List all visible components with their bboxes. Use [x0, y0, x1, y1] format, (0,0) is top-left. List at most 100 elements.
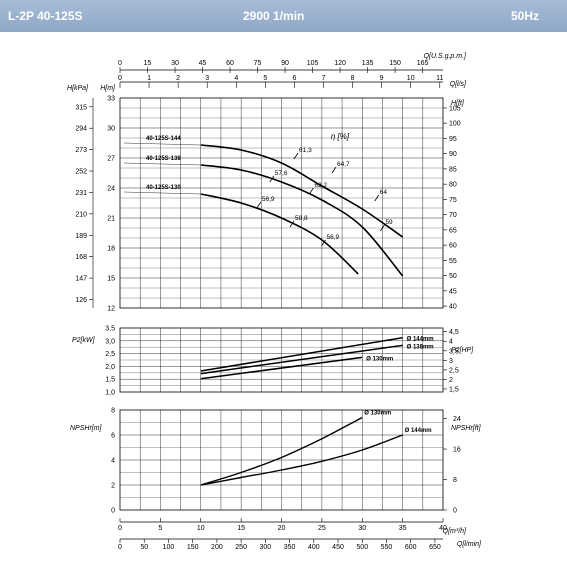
bottom-axis-lmin-label: Q[l/min]: [457, 541, 482, 548]
head-y-tick-label: 15: [107, 276, 115, 283]
power-curve-label: Ø 144mm: [407, 337, 434, 343]
top-axis-gpm-tick-label: 105: [307, 60, 319, 67]
mains-frequency: 50Hz: [511, 9, 540, 23]
power-hp-tick-label: 4: [449, 339, 453, 346]
power-y-label: P2[kW]: [72, 337, 96, 344]
head-kpa-tick-label: 231: [75, 190, 87, 197]
npsh-y-tick-label: 4: [111, 458, 115, 465]
npsh-curve-label: Ø 144mm: [405, 428, 432, 434]
power-hp-tick-label: 3,5: [449, 348, 459, 355]
power-y-tick-label: 2,0: [105, 364, 115, 371]
top-axis-gpm-tick-label: 60: [226, 60, 234, 67]
bottom-axis-lmin-tick-label: 450: [332, 544, 344, 551]
head-curve-40-125S-130: [200, 193, 359, 275]
bottom-axis-lmin-tick-label: 650: [429, 544, 441, 551]
head-ft-tick-label: 60: [449, 243, 457, 250]
npsh-y-tick-label: 6: [111, 433, 115, 440]
efficiency-mark: [380, 224, 385, 232]
head-ft-tick-label: 80: [449, 182, 457, 189]
top-axis-ls-tick-label: 7: [322, 75, 326, 82]
top-axis-gpm-tick-label: 90: [281, 60, 289, 67]
top-axis-ls-tick-label: 11: [436, 75, 443, 82]
bottom-axis-m3h-tick-label: 10: [197, 525, 205, 532]
head-kpa-tick-label: 210: [75, 211, 87, 218]
top-axis-gpm-tick-label: 15: [144, 60, 152, 67]
top-axis-gpm-tick-label: 75: [254, 60, 262, 67]
power-curve-Ø 144mm: [200, 336, 403, 372]
npsh-ft-tick-label: 24: [453, 416, 461, 423]
head-y-tick-label: 30: [107, 126, 115, 133]
head-ft-tick-label: 105: [449, 105, 461, 112]
power-hp-tick-label: 2,5: [449, 367, 459, 374]
head-curve-label: 40-125S-138: [146, 156, 181, 162]
efficiency-mark-label: 61,3: [299, 147, 312, 154]
bottom-axis-lmin-tick-label: 300: [260, 544, 272, 551]
head-ft-tick-label: 100: [449, 121, 461, 128]
efficiency-mark: [331, 166, 337, 174]
top-axis-gpm-tick-label: 165: [417, 60, 429, 67]
efficiency-mark: [256, 201, 262, 209]
bottom-axis-lmin-tick-label: 50: [140, 544, 148, 551]
power-y-tick-label: 3,0: [105, 338, 115, 345]
head-curve-40-125S-144: [200, 144, 404, 238]
pump-speed: 2900 1/min: [243, 9, 305, 23]
bottom-axis-lmin-tick-label: 150: [187, 544, 199, 551]
top-axis-ls-tick-label: 0: [118, 75, 122, 82]
bottom-axis-m3h-label: Q[m³/h]: [443, 528, 467, 535]
top-axis-ls-tick-label: 1: [147, 75, 151, 82]
top-axis-gpm-tick-label: 135: [362, 60, 374, 67]
top-axis-gpm-tick-label: 150: [389, 60, 401, 67]
power-y-tick-label: 2,5: [105, 351, 115, 358]
efficiency-mark: [289, 220, 295, 228]
top-axis-ls-tick-label: 3: [205, 75, 209, 82]
npsh-y-tick-label: 8: [111, 408, 115, 415]
efficiency-mark-label: 59: [385, 219, 393, 226]
bottom-axis-m3h-tick-label: 0: [118, 525, 122, 532]
title-bar: L-2P 40-125S 2900 1/min 50Hz: [0, 0, 567, 32]
head-y-label: H[m]: [100, 85, 116, 92]
head-y-label-kpa: H[kPa]: [67, 85, 89, 92]
npsh-curve-Ø 144mm: [200, 434, 403, 486]
head-y-tick-label: 27: [107, 156, 115, 163]
head-kpa-tick-label: 252: [75, 169, 87, 176]
efficiency-mark: [321, 239, 326, 247]
power-curve-Ø 138mm: [200, 344, 403, 375]
bottom-axis-m3h-tick-label: 25: [318, 525, 326, 532]
top-axis-gpm-tick-label: 0: [118, 60, 122, 67]
efficiency-mark: [293, 152, 299, 160]
power-curve-label: Ø 138mm: [407, 344, 434, 350]
efficiency-mark-label: 62,2: [314, 182, 327, 189]
head-ft-tick-label: 65: [449, 227, 457, 234]
head-y-tick-label: 21: [107, 216, 115, 223]
efficiency-mark: [374, 194, 380, 202]
bottom-axis-m3h-tick-label: 30: [358, 525, 366, 532]
head-ft-tick-label: 90: [449, 151, 457, 158]
bottom-axis-lmin-tick-label: 600: [405, 544, 417, 551]
head-kpa-tick-label: 126: [75, 297, 87, 304]
bottom-axis-lmin-tick-label: 550: [381, 544, 393, 551]
head-ft-label: H[ft]: [451, 100, 465, 107]
head-curve-leader: [123, 191, 201, 195]
head-kpa-tick-label: 315: [75, 104, 87, 111]
npsh-curve-label: Ø 130mm: [364, 411, 391, 417]
power-hp-label: P2[HP]: [451, 347, 474, 354]
efficiency-mark-label: 57,6: [275, 170, 288, 177]
efficiency-mark-label: 56,9: [326, 234, 339, 241]
npsh-ft-tick-label: 8: [453, 477, 457, 484]
top-axis-ls-tick-label: 10: [407, 75, 415, 82]
npsh-y-tick-label: 0: [111, 508, 115, 515]
bottom-axis-lmin-tick-label: 100: [163, 544, 175, 551]
npsh-y-tick-label: 2: [111, 483, 115, 490]
power-y-tick-label: 1,0: [105, 390, 115, 397]
head-ft-tick-label: 55: [449, 258, 457, 265]
pump-model: L-2P 40-125S: [8, 9, 83, 23]
bottom-axis-m3h-tick-label: 35: [399, 525, 407, 532]
bottom-axis-lmin-tick-label: 250: [235, 544, 247, 551]
head-y-tick-label: 33: [107, 96, 115, 103]
npsh-ft-tick-label: 16: [453, 447, 461, 454]
head-y-tick-label: 18: [107, 246, 115, 253]
top-axis-ls-tick-label: 8: [351, 75, 355, 82]
head-ft-tick-label: 40: [449, 304, 457, 311]
top-axis-ls-tick-label: 2: [176, 75, 180, 82]
